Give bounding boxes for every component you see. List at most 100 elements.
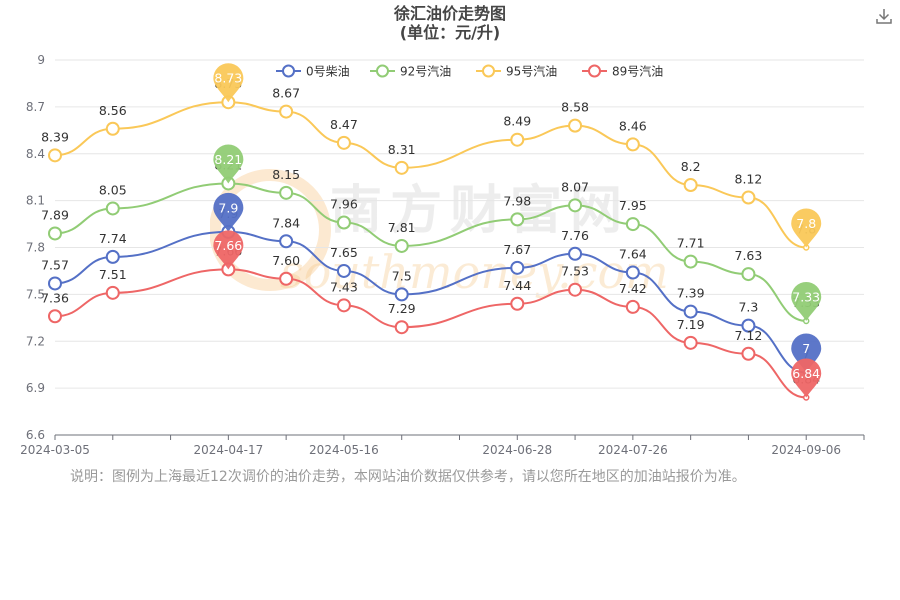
y-tick-label: 7.2 [26, 334, 45, 348]
data-point [279, 271, 294, 286]
pin-shape [213, 230, 244, 270]
data-point [510, 132, 525, 147]
y-tick-label: 6.6 [26, 428, 45, 442]
series-line [54, 182, 807, 322]
data-label: 7.36 [41, 290, 69, 305]
legend-label: 89号汽油 [612, 64, 663, 79]
legend-item: 0号柴油 [276, 64, 350, 79]
pin-shape [791, 281, 822, 321]
marker-pin: 7.9 [213, 192, 244, 232]
data-point [625, 265, 640, 280]
data-label: 8.49 [503, 114, 531, 129]
data-label: 7.60 [272, 253, 300, 268]
data-label: 7.5 [392, 268, 412, 283]
data-point [105, 201, 120, 216]
data-point [394, 320, 409, 335]
data-label: 7.12 [735, 328, 763, 343]
data-label: 8.12 [735, 172, 763, 187]
marker-pin: 7.8 [791, 208, 822, 248]
legend-marker [376, 64, 389, 78]
y-tick-label: 8.7 [26, 100, 45, 114]
data-point [48, 226, 62, 241]
data-point [625, 217, 640, 232]
y-tick-label: 8.4 [26, 147, 45, 161]
data-label: 7.65 [330, 245, 358, 260]
data-label: 8.07 [561, 179, 589, 194]
data-point [568, 282, 583, 297]
data-label: 8.58 [561, 100, 589, 115]
legend-marker [282, 64, 295, 78]
marker-pin: 6.84 [791, 358, 822, 398]
marker-pin: 7.66 [213, 230, 244, 270]
data-label: 7.89 [41, 207, 69, 222]
data-label: 7.67 [503, 242, 531, 257]
data-label: 7.64 [619, 247, 647, 262]
data-point [741, 190, 756, 205]
pin-label: 8.21 [214, 152, 242, 167]
data-label: 7.39 [677, 286, 705, 301]
y-tick-label: 9 [37, 53, 45, 67]
data-label: 7.19 [677, 317, 705, 332]
x-tick-label: 2024-06-28 [482, 443, 552, 457]
data-label: 7.71 [677, 236, 705, 251]
pin-label: 8.73 [214, 71, 242, 86]
data-label: 7.76 [561, 228, 589, 243]
data-point [279, 234, 294, 249]
data-point [394, 287, 409, 302]
x-tick-label: 2024-05-16 [309, 443, 379, 457]
data-point [48, 276, 62, 291]
download-icon[interactable] [874, 6, 894, 26]
legend-label: 95号汽油 [506, 64, 557, 79]
data-point [741, 318, 756, 333]
data-label: 7.74 [99, 231, 127, 246]
legend-item: 92号汽油 [370, 64, 451, 79]
data-point [683, 254, 698, 269]
data-point [683, 335, 698, 350]
data-label: 8.56 [99, 103, 127, 118]
data-point [625, 299, 640, 314]
data-point [568, 246, 583, 261]
data-point [105, 249, 120, 264]
series-line [54, 101, 807, 249]
data-point [336, 215, 351, 230]
legend-marker [588, 64, 601, 78]
data-label: 8.31 [388, 142, 416, 157]
data-point [741, 267, 756, 282]
pin-label: 7.66 [214, 238, 242, 253]
data-label: 7.42 [619, 281, 647, 296]
data-point [279, 185, 294, 200]
data-point [336, 135, 351, 150]
data-label: 7.29 [388, 301, 416, 316]
data-point [568, 198, 583, 213]
marker-pin: 8.21 [213, 144, 244, 184]
marker-pin: 7.33 [791, 281, 822, 321]
data-label: 8.39 [41, 129, 69, 144]
x-tick-label: 2024-04-17 [193, 443, 263, 457]
data-label: 7.43 [330, 279, 358, 294]
series-line [54, 268, 807, 399]
pin-label: 7.33 [792, 289, 820, 304]
data-label: 8.15 [272, 167, 300, 182]
data-point [336, 298, 351, 313]
data-point [510, 212, 525, 227]
series-line [54, 230, 807, 374]
data-label: 7.53 [561, 264, 589, 279]
data-label: 8.05 [99, 182, 127, 197]
data-label: 8.67 [272, 86, 300, 101]
data-label: 8.2 [681, 159, 701, 174]
x-tick-label: 2024-03-05 [20, 443, 90, 457]
pin-shape [791, 208, 822, 248]
data-label: 7.57 [41, 257, 69, 272]
x-tick-label: 2024-09-06 [771, 443, 841, 457]
line-chart: 6.6 6.9 7.2 7.5 7.8 8.1 8.4 8.7 9 2024-03-05 2024-… [20, 53, 865, 457]
marker-pin: 8.73 [213, 63, 244, 103]
data-point [394, 238, 409, 253]
data-label: 7.44 [503, 278, 531, 293]
pin-shape [213, 63, 244, 103]
pin-shape [213, 144, 244, 184]
y-tick-label: 7.8 [26, 241, 45, 255]
chart-title-text: 徐汇油价走势图 [393, 4, 506, 23]
data-point [683, 304, 698, 319]
data-label: 7.3 [738, 300, 758, 315]
data-point [394, 160, 409, 175]
